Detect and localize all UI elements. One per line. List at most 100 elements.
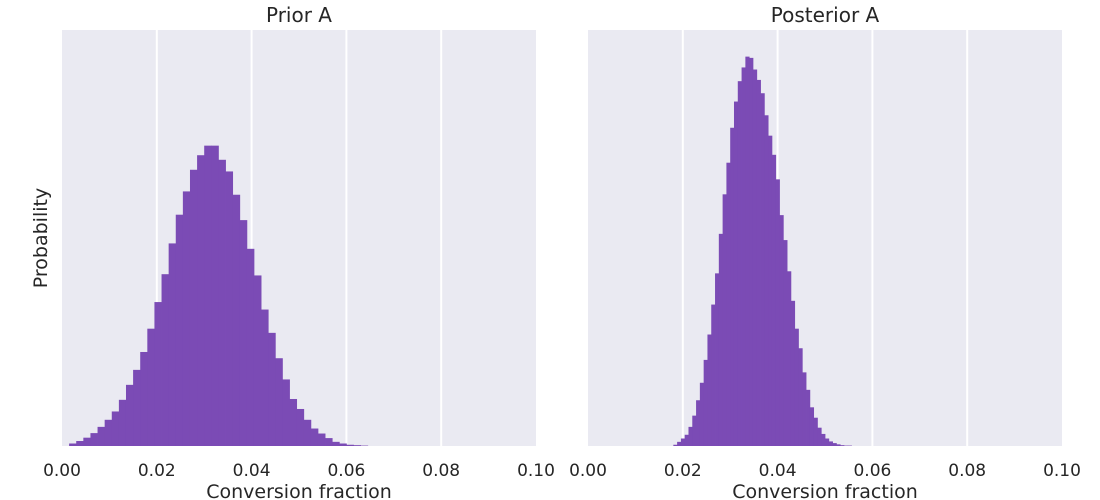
y-axis-label: Probability	[30, 188, 52, 288]
histogram-bar	[817, 427, 822, 446]
histogram-bar	[317, 433, 326, 446]
x-tick-label: 0.10	[517, 461, 555, 481]
histogram-bar	[118, 399, 127, 446]
histogram-bar	[825, 438, 830, 446]
histogram-bar	[147, 328, 155, 446]
histogram-bar	[303, 419, 312, 446]
x-tick-label: 0.04	[759, 461, 797, 481]
histogram-bar	[699, 382, 705, 446]
histogram-bar	[104, 419, 113, 446]
histogram-bar	[806, 389, 811, 446]
histogram-bar	[718, 233, 724, 446]
x-tick-label: 0.00	[43, 461, 81, 481]
histogram-bar	[715, 273, 720, 446]
histogram-bar	[140, 351, 148, 446]
histogram-bar	[809, 407, 815, 446]
histogram-bar	[211, 145, 219, 446]
histogram-bar	[775, 179, 780, 446]
x-axis-label: Conversion fraction	[206, 481, 392, 500]
histogram-bar	[703, 359, 708, 446]
histogram-bar	[154, 302, 162, 446]
x-tick-label: 0.02	[664, 461, 702, 481]
histogram-bar	[828, 441, 833, 446]
histogram-bar	[726, 162, 731, 447]
histogram-bar	[204, 145, 212, 446]
histogram-bar	[353, 445, 362, 446]
histogram-bar	[741, 67, 746, 446]
histogram-bar	[161, 274, 170, 446]
histogram-bar	[218, 159, 226, 447]
histogram-bar	[745, 56, 750, 447]
histogram-bar	[189, 169, 198, 446]
histogram-bar	[756, 79, 761, 447]
histogram-bar	[232, 194, 241, 446]
histogram-bar	[722, 194, 727, 446]
x-tick-label: 0.06	[327, 461, 365, 481]
x-tick-label: 0.08	[422, 461, 460, 481]
histogram-bar	[90, 433, 98, 446]
histogram-bar	[684, 434, 689, 446]
histogram-bar	[310, 428, 319, 446]
histogram-bar	[332, 441, 340, 446]
histogram-bars	[69, 145, 369, 447]
histogram-bar	[783, 240, 788, 446]
histogram-bar	[798, 348, 803, 446]
histogram-bar	[325, 438, 333, 446]
histogram-bar	[175, 214, 184, 446]
histogram-bar	[239, 220, 248, 446]
histogram-bar	[225, 171, 234, 446]
x-axis-label: Conversion fraction	[732, 481, 918, 500]
histogram-bar	[692, 415, 697, 446]
histogram-bar	[696, 400, 701, 446]
histogram-bar	[680, 438, 686, 446]
chart-title: Prior A	[266, 3, 332, 27]
histogram-bar	[69, 443, 77, 446]
histogram-bar	[168, 243, 177, 446]
histogram-bar	[711, 304, 716, 446]
chart-title: Posterior A	[771, 3, 880, 27]
histogram-bar	[737, 81, 742, 446]
chart-panel-2: 0.00 0.02 0.04 0.06 0.08 0.10 Posterior A Conve…	[569, 3, 1081, 500]
histogram-bar	[832, 443, 837, 446]
histogram-bar	[261, 309, 269, 446]
histogram-bar	[794, 328, 799, 446]
histogram-bar	[182, 191, 191, 446]
histogram-bar	[253, 275, 262, 446]
histogram-bar	[768, 135, 773, 446]
histogram-bar	[76, 441, 84, 446]
histogram-bar	[268, 332, 276, 446]
histogram-bar	[787, 271, 792, 446]
histogram-bar	[133, 369, 141, 446]
histogram-bar	[97, 426, 106, 446]
histogram-bar	[339, 443, 347, 446]
histogram-bar	[197, 155, 205, 446]
histogram-bar	[688, 426, 693, 446]
histogram-bar	[730, 127, 735, 446]
histogram-bar	[673, 444, 678, 446]
histogram-bar	[836, 444, 841, 446]
histogram-bar	[83, 437, 91, 446]
x-tick-label: 0.10	[1043, 461, 1081, 481]
histogram-bar	[779, 215, 784, 446]
histogram-bar	[821, 433, 826, 446]
histogram-bar	[346, 444, 354, 446]
histogram-bar	[790, 300, 796, 446]
histogram-bar	[771, 154, 777, 447]
histogram-bar	[282, 379, 290, 446]
histogram-bar	[275, 358, 283, 446]
histogram-bars	[673, 56, 852, 447]
histogram-bar	[802, 372, 807, 446]
histogram-bar	[296, 408, 305, 446]
histogram-bar	[760, 93, 765, 447]
histogram-bar	[125, 384, 134, 446]
histogram-bar	[289, 398, 298, 446]
x-tick-label: 0.00	[569, 461, 607, 481]
plot-area	[588, 30, 1062, 446]
histogram-bar	[764, 115, 769, 446]
histogram-bar	[677, 441, 682, 446]
histogram-bar	[111, 411, 120, 446]
histogram-bar	[813, 417, 818, 446]
x-tick-label: 0.04	[233, 461, 271, 481]
x-tick-label: 0.02	[138, 461, 176, 481]
